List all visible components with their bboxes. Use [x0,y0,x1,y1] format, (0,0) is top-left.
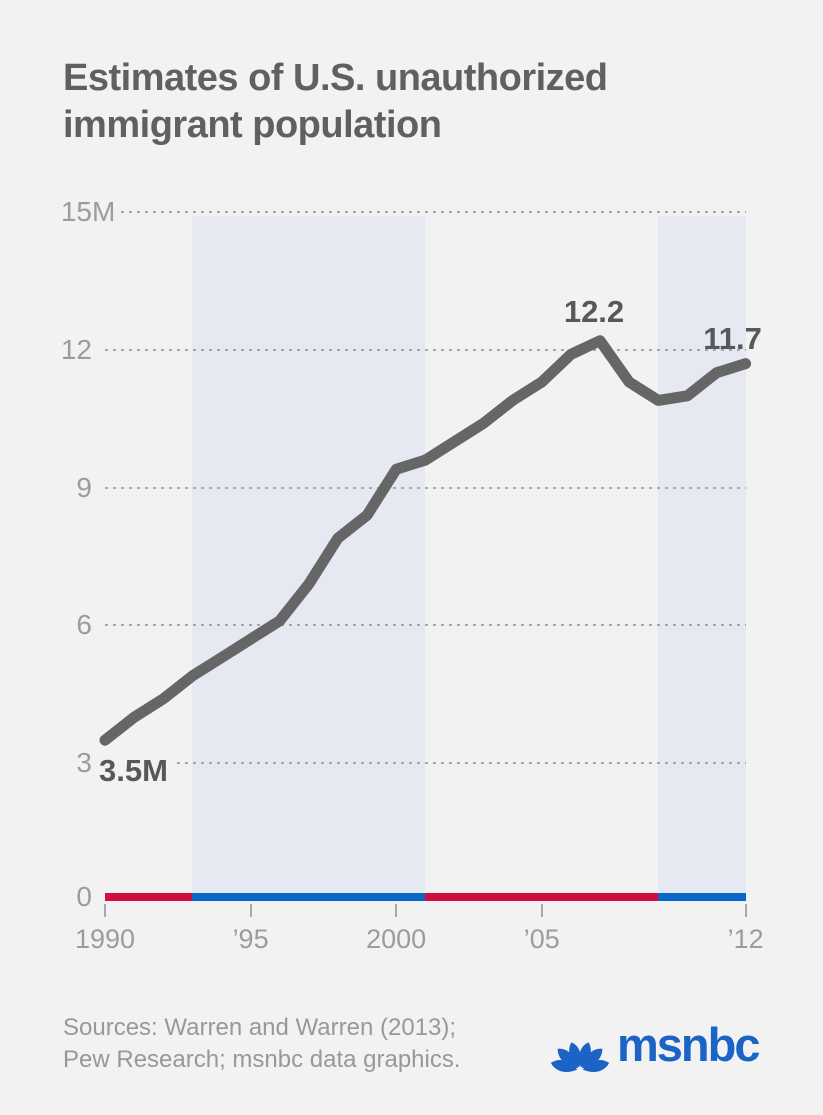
gridline [105,486,746,489]
y-axis-label: 0 [40,881,98,913]
y-tick-number: 15 [60,196,92,228]
y-tick-suffix [92,609,98,641]
y-tick-suffix [92,471,98,503]
y-tick-number: 9 [76,471,92,503]
chart-title-line1: Estimates of U.S. unauthorized [63,57,608,99]
peacock-icon [551,1042,609,1072]
chart-title: Estimates of U.S. unauthorized immigrant … [63,55,608,149]
y-tick-number: 3 [76,747,92,779]
party-bar-segment [425,893,659,901]
party-bar-segment [658,893,746,901]
x-tick [249,904,252,917]
party-bar-segment [192,893,426,901]
y-tick-suffix [92,881,98,912]
y-axis-label: 15M [40,196,122,228]
y-axis-label: 12 [40,333,98,366]
y-axis-label: 9 [40,471,98,504]
x-tick [395,904,398,917]
gridline [105,348,746,351]
y-tick-suffix [92,747,98,779]
msnbc-logo: msnbc [551,1017,760,1072]
data-label: 3.5M [99,753,176,790]
x-tick [744,904,747,917]
x-tick-label: 2000 [366,924,427,954]
x-tick-label: ’95 [232,924,269,954]
chart-title-line2: immigrant population [63,104,442,146]
y-tick-suffix [92,333,98,365]
y-axis-label: 3 [40,747,98,779]
y-tick-number: 6 [76,609,92,641]
gridline [105,762,746,765]
gridline [105,624,746,627]
shaded-band [192,216,426,893]
x-tick [540,904,543,917]
sources-text: Sources: Warren and Warren (2013); Pew Re… [63,1012,461,1076]
gridline [105,211,746,214]
y-tick-suffix: M [92,196,122,228]
sources-line2: Pew Research; msnbc data graphics. [63,1046,461,1073]
msnbc-wordmark: msnbc [617,1017,760,1071]
shaded-band [658,216,746,893]
x-tick-label: 1990 [74,924,136,954]
sources-line1: Sources: Warren and Warren (2013); [63,1014,457,1041]
party-bar-segment [105,893,193,901]
x-tick [104,904,106,917]
x-tick-label: ’05 [523,924,560,954]
data-label: 11.7 [703,320,762,356]
y-tick-number: 0 [76,881,92,912]
y-tick-number: 12 [60,333,92,365]
x-tick-label: ’12 [727,924,764,954]
y-axis-label: 6 [40,609,98,641]
data-label: 12.2 [563,293,625,329]
